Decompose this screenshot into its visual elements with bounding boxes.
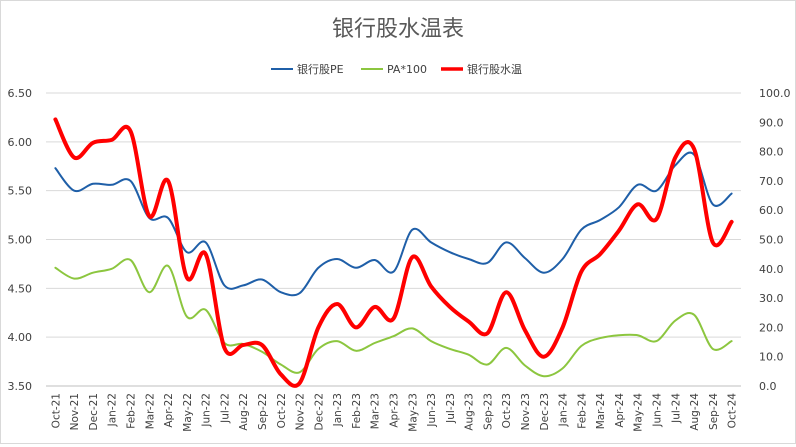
x-tick-label: Nov-22 (295, 393, 307, 430)
chart-title: 银行股水温表 (332, 17, 464, 42)
left-tick-label: 6.50 (8, 87, 33, 100)
x-tick-label: Oct-24 (727, 393, 739, 429)
x-tick-label: Nov-21 (69, 393, 81, 430)
left-tick-label: 3.50 (8, 380, 33, 393)
right-tick-label: 100.0 (759, 87, 791, 100)
left-axis: 3.50 4.00 4.50 5.00 5.50 6.00 6.50 (8, 87, 33, 393)
left-tick-label: 5.00 (8, 234, 33, 247)
x-tick-label: Jan-23 (332, 393, 344, 427)
x-tick-label: Apr-23 (389, 393, 401, 428)
x-tick-label: Jun-23 (426, 393, 438, 428)
x-tick-label: Sep-22 (257, 393, 269, 430)
x-tick-label: Mar-23 (370, 393, 382, 429)
x-tick-label: May-22 (182, 393, 194, 432)
left-tick-label: 6.00 (8, 136, 33, 149)
x-tick-label: Aug-22 (238, 393, 250, 431)
left-tick-label: 4.00 (8, 331, 33, 344)
series-line-0 (54, 151, 733, 297)
x-tick-label: Nov-23 (520, 393, 532, 430)
chart-legend: 银行股PE PA*100 银行股水温 (271, 62, 522, 76)
left-tick-label: 4.50 (8, 282, 33, 295)
x-tick-label: Oct-21 (50, 393, 62, 428)
x-tick-label: May-24 (633, 393, 645, 432)
right-tick-label: 0.0 (759, 380, 777, 393)
x-tick-label: Oct-22 (276, 393, 288, 428)
x-tick-label: Sep-23 (482, 393, 494, 430)
right-axis: 0.0 10.0 20.0 30.0 40.0 50.0 60.0 70.0 80.0 90.0 1… (759, 87, 791, 393)
x-tick-label: Mar-22 (144, 393, 156, 429)
x-tick-label: May-23 (407, 393, 419, 432)
x-tick-label: Jul-23 (445, 393, 457, 424)
right-tick-label: 10.0 (759, 351, 784, 364)
right-tick-label: 40.0 (759, 263, 784, 276)
right-tick-label: 30.0 (759, 292, 784, 305)
series-line-2 (53, 117, 734, 388)
x-tick-label: Sep-24 (708, 393, 720, 430)
right-tick-label: 90.0 (759, 116, 784, 129)
x-tick-label: Jul-24 (670, 393, 682, 424)
x-tick-label: Feb-22 (126, 393, 138, 429)
x-tick-label: Apr-22 (163, 393, 175, 428)
legend-label: 银行股水温 (467, 62, 522, 76)
x-tick-label: Aug-24 (689, 393, 701, 431)
x-tick-label: Aug-23 (464, 393, 476, 431)
right-tick-label: 80.0 (759, 146, 784, 159)
series-lines (53, 117, 734, 388)
left-tick-label: 5.50 (8, 185, 33, 198)
x-tick-label: Mar-24 (595, 393, 607, 430)
right-tick-label: 70.0 (759, 175, 784, 188)
right-tick-label: 20.0 (759, 321, 784, 334)
x-tick-label: Jun-22 (201, 393, 213, 428)
legend-label: PA*100 (387, 63, 427, 76)
x-axis: Oct-21 Nov-21 Dec-21 Jan-22 Feb-22 Mar-22 Apr-… (50, 393, 738, 432)
x-tick-label: Jan-24 (558, 393, 570, 428)
x-tick-label: Oct-23 (501, 393, 513, 428)
x-tick-label: Feb-23 (351, 393, 363, 429)
x-tick-label: Jul-22 (219, 393, 231, 424)
x-tick-label: Feb-24 (576, 393, 588, 429)
x-tick-label: Jan-22 (107, 393, 119, 427)
right-tick-label: 60.0 (759, 204, 784, 217)
x-tick-label: Dec-23 (539, 393, 551, 430)
x-tick-label: Dec-21 (88, 393, 100, 430)
series-line-1 (54, 258, 733, 378)
right-tick-label: 50.0 (759, 234, 784, 247)
x-tick-label: Apr-24 (614, 393, 626, 428)
legend-label: 银行股PE (297, 62, 344, 76)
x-tick-label: Jun-24 (651, 393, 663, 428)
x-tick-label: Dec-22 (313, 393, 325, 430)
gridlines (46, 92, 741, 387)
